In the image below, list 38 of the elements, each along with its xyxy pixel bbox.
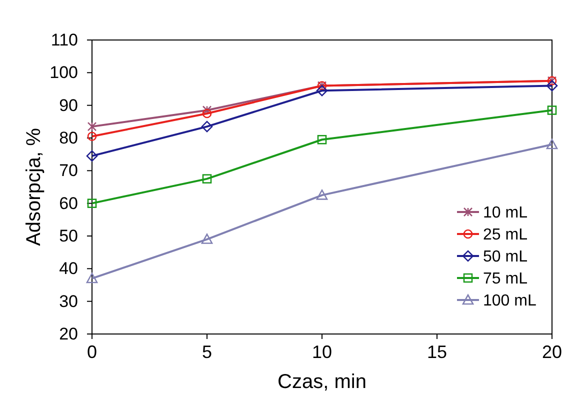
point — [316, 84, 328, 96]
legend-label: 100 mL — [483, 292, 536, 310]
point — [87, 122, 97, 132]
x-tick-label: 10 — [312, 342, 332, 362]
y-tick-label: 110 — [50, 30, 78, 50]
x-tick-label: 0 — [86, 342, 98, 362]
point — [201, 234, 213, 244]
point — [86, 150, 98, 162]
legend-label: 50 mL — [483, 248, 528, 266]
x-tick-label: 15 — [426, 342, 448, 362]
y-tick-label: 100 — [50, 63, 78, 82]
y-tick-label: 90 — [59, 96, 78, 115]
point — [546, 138, 558, 150]
legend-label: 25 mL — [483, 226, 528, 244]
y-tick-label: 60 — [59, 194, 78, 213]
point — [86, 272, 98, 284]
x-tick-label: 20 — [542, 342, 562, 362]
point — [547, 106, 557, 115]
point — [317, 134, 327, 144]
x-axis-title: Czas, min — [278, 371, 366, 393]
point — [87, 132, 97, 142]
point — [202, 174, 212, 184]
y-axis-title: Adsorpcja, % — [23, 128, 45, 246]
point — [316, 190, 328, 200]
y-tick-label: 20 — [59, 324, 78, 344]
y-tick-label: 40 — [59, 259, 78, 278]
point — [202, 106, 212, 115]
point — [546, 80, 558, 92]
y-tick-label: 70 — [59, 161, 78, 180]
legend-label: 75 mL — [483, 270, 528, 288]
y-tick-label: 80 — [59, 128, 78, 148]
y-tick-label: 50 — [59, 226, 78, 246]
y-tick-label: 30 — [59, 292, 78, 311]
point — [201, 120, 213, 132]
legend-label: 10 mL — [483, 204, 528, 222]
x-tick-label: 5 — [202, 342, 212, 362]
point — [202, 108, 212, 118]
point — [87, 198, 97, 208]
